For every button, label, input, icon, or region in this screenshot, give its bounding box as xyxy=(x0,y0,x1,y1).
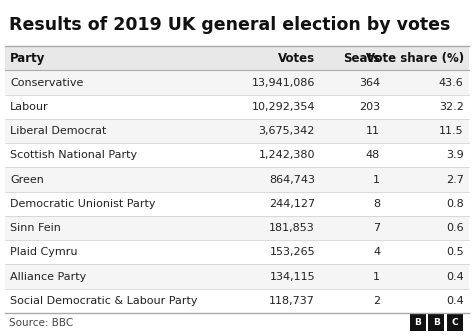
Text: 0.8: 0.8 xyxy=(446,199,464,209)
Bar xyxy=(447,314,463,331)
Text: 2.7: 2.7 xyxy=(446,174,464,184)
Text: 13,941,086: 13,941,086 xyxy=(252,78,315,88)
Text: Vote share (%): Vote share (%) xyxy=(365,52,464,65)
Bar xyxy=(5,192,209,216)
Text: Labour: Labour xyxy=(10,102,49,112)
Bar xyxy=(386,240,469,264)
Text: Results of 2019 UK general election by votes: Results of 2019 UK general election by v… xyxy=(9,16,451,34)
Bar xyxy=(320,216,386,240)
Text: C: C xyxy=(452,318,458,327)
Text: 4: 4 xyxy=(373,247,380,257)
Text: 7: 7 xyxy=(373,223,380,233)
Bar xyxy=(5,216,209,240)
Text: 1: 1 xyxy=(373,271,380,282)
Bar xyxy=(209,289,320,313)
Bar xyxy=(209,95,320,119)
Bar xyxy=(386,71,469,95)
Text: 244,127: 244,127 xyxy=(269,199,315,209)
Bar xyxy=(5,95,209,119)
Text: 32.2: 32.2 xyxy=(439,102,464,112)
Bar xyxy=(209,143,320,167)
Text: 864,743: 864,743 xyxy=(269,174,315,184)
Text: 364: 364 xyxy=(359,78,380,88)
Text: Liberal Democrat: Liberal Democrat xyxy=(10,126,107,136)
Bar xyxy=(428,314,444,331)
Text: 11: 11 xyxy=(366,126,380,136)
Text: 2: 2 xyxy=(373,296,380,306)
Bar xyxy=(320,46,386,71)
Text: 203: 203 xyxy=(359,102,380,112)
Text: 8: 8 xyxy=(373,199,380,209)
Text: B: B xyxy=(433,318,440,327)
Bar xyxy=(209,216,320,240)
Text: 134,115: 134,115 xyxy=(269,271,315,282)
Text: Scottish National Party: Scottish National Party xyxy=(10,150,137,160)
Text: 3,675,342: 3,675,342 xyxy=(259,126,315,136)
Bar xyxy=(5,46,209,71)
Bar xyxy=(386,119,469,143)
Bar xyxy=(5,143,209,167)
Text: 153,265: 153,265 xyxy=(269,247,315,257)
Text: 181,853: 181,853 xyxy=(269,223,315,233)
Text: 48: 48 xyxy=(366,150,380,160)
Text: Green: Green xyxy=(10,174,44,184)
Text: 0.5: 0.5 xyxy=(446,247,464,257)
Bar xyxy=(386,95,469,119)
Bar xyxy=(209,71,320,95)
Text: Votes: Votes xyxy=(278,52,315,65)
Text: Democratic Unionist Party: Democratic Unionist Party xyxy=(10,199,156,209)
Bar xyxy=(386,264,469,289)
Bar xyxy=(320,167,386,192)
Text: Social Democratic & Labour Party: Social Democratic & Labour Party xyxy=(10,296,198,306)
Bar xyxy=(386,143,469,167)
Bar xyxy=(209,119,320,143)
Text: 43.6: 43.6 xyxy=(439,78,464,88)
Text: B: B xyxy=(414,318,421,327)
Bar xyxy=(5,289,209,313)
Bar xyxy=(320,240,386,264)
Text: Alliance Party: Alliance Party xyxy=(10,271,87,282)
Bar xyxy=(5,240,209,264)
Bar xyxy=(320,289,386,313)
Text: Conservative: Conservative xyxy=(10,78,84,88)
Bar xyxy=(5,264,209,289)
Text: 0.4: 0.4 xyxy=(446,296,464,306)
Bar xyxy=(386,192,469,216)
Bar xyxy=(386,167,469,192)
Text: Party: Party xyxy=(10,52,46,65)
Bar xyxy=(209,240,320,264)
Text: Sinn Fein: Sinn Fein xyxy=(10,223,61,233)
Bar xyxy=(386,46,469,71)
Bar xyxy=(209,46,320,71)
Text: 1,242,380: 1,242,380 xyxy=(258,150,315,160)
Bar xyxy=(5,119,209,143)
Bar xyxy=(320,119,386,143)
Text: Plaid Cymru: Plaid Cymru xyxy=(10,247,78,257)
Text: 11.5: 11.5 xyxy=(439,126,464,136)
Bar xyxy=(320,95,386,119)
Text: 0.4: 0.4 xyxy=(446,271,464,282)
Text: Source: BBC: Source: BBC xyxy=(9,318,73,328)
Text: 1: 1 xyxy=(373,174,380,184)
Bar xyxy=(5,167,209,192)
Text: 118,737: 118,737 xyxy=(269,296,315,306)
Bar xyxy=(209,167,320,192)
Bar xyxy=(410,314,426,331)
Bar xyxy=(386,216,469,240)
Text: 0.6: 0.6 xyxy=(446,223,464,233)
Bar xyxy=(5,71,209,95)
Bar xyxy=(320,192,386,216)
Bar xyxy=(209,192,320,216)
Text: Seats: Seats xyxy=(343,52,380,65)
Text: 3.9: 3.9 xyxy=(446,150,464,160)
Text: 10,292,354: 10,292,354 xyxy=(252,102,315,112)
Bar xyxy=(386,289,469,313)
Bar xyxy=(320,264,386,289)
Bar xyxy=(320,71,386,95)
Bar xyxy=(320,143,386,167)
Bar xyxy=(209,264,320,289)
